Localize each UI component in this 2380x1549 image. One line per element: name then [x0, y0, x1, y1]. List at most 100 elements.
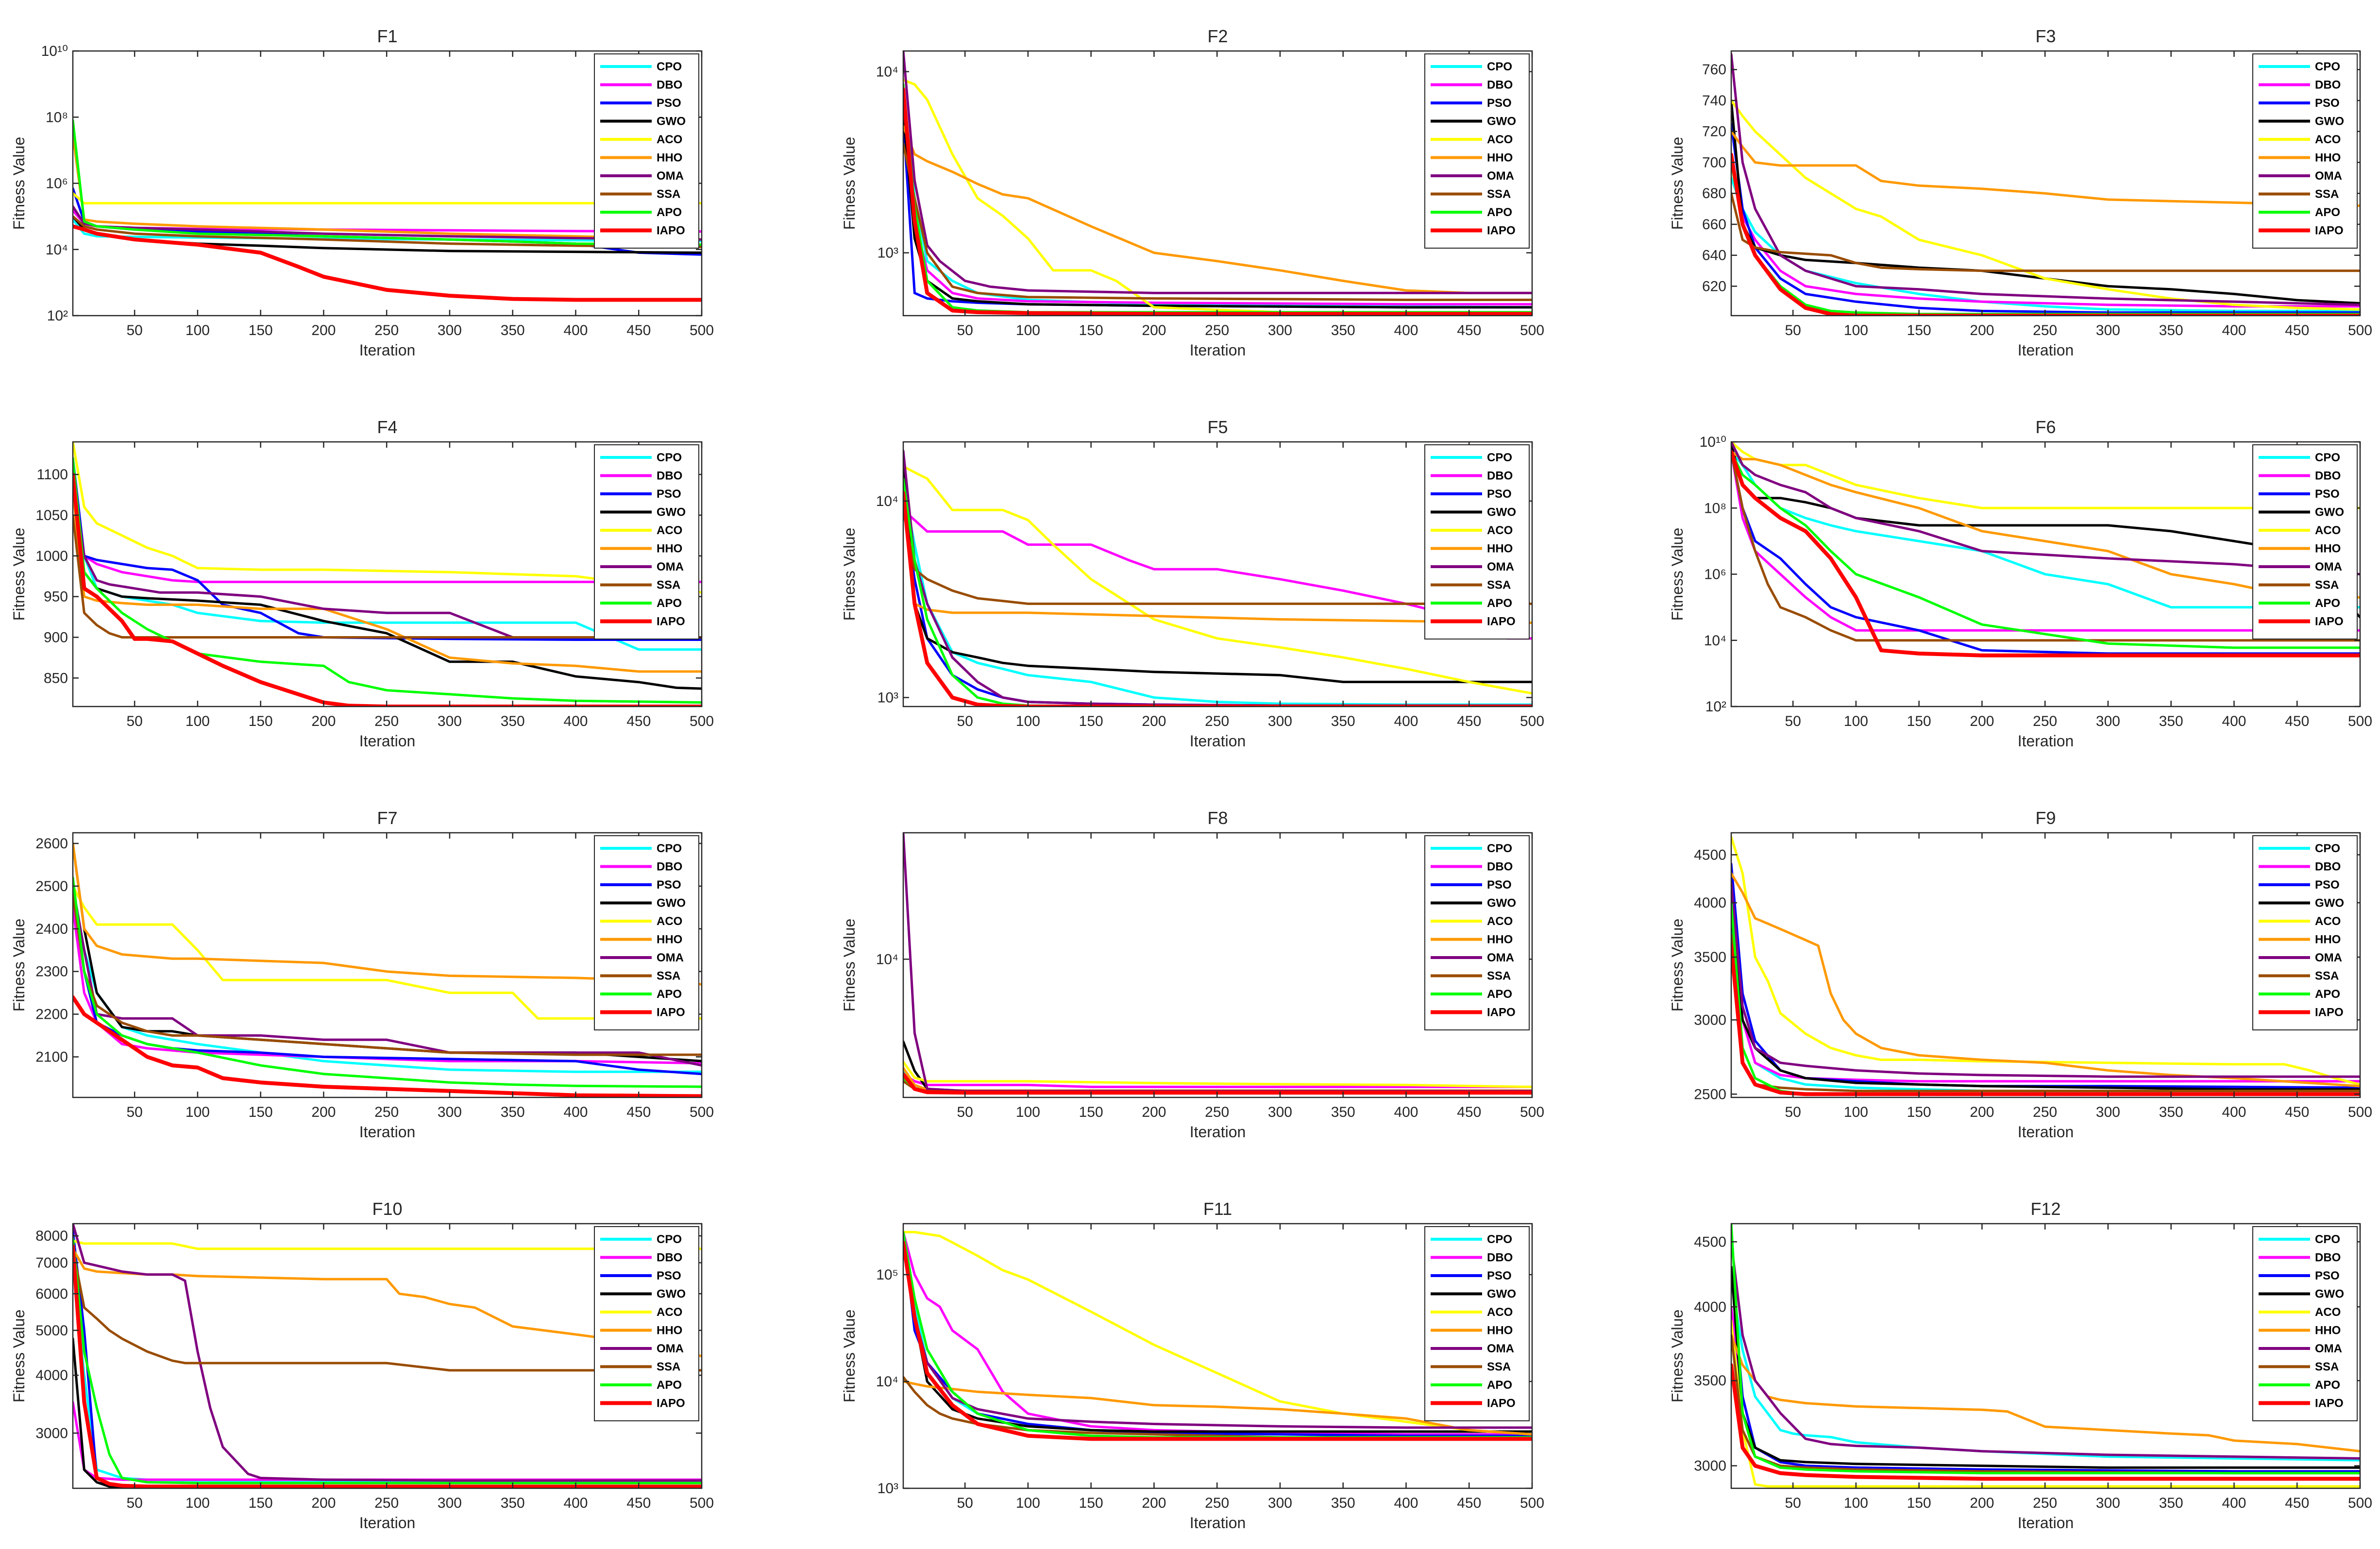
- legend-label-ssa: SSA: [1487, 579, 1511, 592]
- legend-label-gwo: GWO: [2315, 115, 2344, 128]
- y-tick-label: 2400: [35, 921, 68, 937]
- y-tick-label: 850: [44, 670, 68, 686]
- series-line-oma: [73, 473, 702, 639]
- y-tick-label: 640: [1702, 248, 1726, 264]
- legend-label-ssa: SSA: [657, 1361, 680, 1374]
- y-tick-label: 5000: [35, 1323, 68, 1339]
- x-axis-label: Iteration: [359, 732, 416, 750]
- x-tick-label: 400: [2222, 1104, 2246, 1120]
- x-axis-label: Iteration: [359, 1514, 416, 1532]
- legend-label-pso: PSO: [2315, 878, 2340, 892]
- y-tick-label: 660: [1702, 217, 1726, 233]
- legend-label-iapo: IAPO: [2315, 1397, 2344, 1410]
- x-tick-label: 350: [1331, 322, 1355, 338]
- y-tick-label: 10¹⁰: [41, 43, 68, 59]
- y-tick-label: 2100: [35, 1049, 68, 1065]
- x-tick-label: 200: [1142, 1104, 1166, 1120]
- x-tick-label: 150: [1907, 713, 1931, 729]
- legend-label-cpo: CPO: [1487, 1233, 1512, 1246]
- legend-label-hho: HHO: [2315, 152, 2341, 165]
- chart-title: F3: [2035, 26, 2056, 46]
- y-tick-label: 4000: [35, 1367, 68, 1383]
- legend-label-apo: APO: [2315, 597, 2340, 610]
- x-tick-label: 400: [1394, 322, 1418, 338]
- y-tick-label: 3000: [35, 1425, 68, 1441]
- x-tick-label: 450: [2285, 1495, 2309, 1511]
- x-tick-label: 50: [1785, 1495, 1801, 1511]
- legend-label-gwo: GWO: [2315, 1288, 2344, 1301]
- legend-label-pso: PSO: [2315, 1269, 2340, 1282]
- y-tick-label: 2500: [1694, 1086, 1726, 1102]
- legend-label-ssa: SSA: [2315, 970, 2339, 983]
- legend-label-gwo: GWO: [657, 897, 686, 910]
- x-tick-label: 200: [1970, 1104, 1994, 1120]
- legend-label-gwo: GWO: [1487, 1288, 1516, 1301]
- x-tick-label: 200: [1970, 713, 1994, 729]
- x-tick-label: 400: [1394, 1495, 1418, 1511]
- x-tick-label: 400: [2222, 322, 2246, 338]
- series-line-pso: [1731, 1265, 2360, 1473]
- legend-label-dbo: DBO: [1487, 79, 1513, 92]
- legend-label-apo: APO: [1487, 988, 1512, 1001]
- x-axis-label: Iteration: [359, 341, 416, 359]
- legend-label-iapo: IAPO: [2315, 1006, 2344, 1019]
- y-tick-label: 4000: [1694, 895, 1726, 911]
- x-tick-label: 300: [1268, 322, 1292, 338]
- legend-label-hho: HHO: [2315, 933, 2341, 946]
- x-tick-label: 300: [2096, 1104, 2120, 1120]
- legend-label-oma: OMA: [657, 951, 684, 964]
- series-line-aco: [73, 442, 702, 594]
- y-tick-label: 700: [1702, 154, 1726, 170]
- x-axis-label: Iteration: [2018, 1514, 2074, 1532]
- x-tick-label: 300: [2096, 1495, 2120, 1511]
- legend-box: [1424, 1226, 1530, 1421]
- legend-label-hho: HHO: [1487, 542, 1513, 556]
- y-axis-label: Fitness Value: [1669, 528, 1686, 621]
- x-tick-label: 300: [438, 1104, 462, 1120]
- x-tick-label: 250: [2033, 322, 2057, 338]
- series-line-pso: [1731, 862, 2360, 1089]
- x-tick-label: 50: [1785, 713, 1801, 729]
- series-line-cpo: [1731, 1279, 2360, 1462]
- x-tick-label: 450: [1457, 322, 1481, 338]
- x-tick-label: 400: [1394, 713, 1418, 729]
- legend: CPO DBO PSO GWO ACO HHO OMA SSA APO IAPO: [594, 835, 699, 1030]
- x-tick-label: 200: [311, 1495, 336, 1511]
- legend: CPO DBO PSO GWO ACO HHO OMA SSA APO IAPO: [594, 53, 699, 249]
- legend-label-apo: APO: [657, 1379, 682, 1392]
- y-tick-label: 10⁶: [46, 176, 68, 192]
- legend: CPO DBO PSO GWO ACO HHO OMA SSA APO IAPO: [594, 444, 699, 640]
- legend-label-cpo: CPO: [2315, 451, 2340, 464]
- series-line-oma: [73, 205, 702, 241]
- legend-label-ssa: SSA: [657, 970, 680, 983]
- x-tick-label: 50: [126, 713, 142, 729]
- legend-label-oma: OMA: [2315, 1342, 2342, 1355]
- legend-box: [2252, 444, 2358, 640]
- legend-label-apo: APO: [1487, 1379, 1512, 1392]
- legend-label-dbo: DBO: [1487, 1251, 1513, 1264]
- series-line-iapo: [1731, 450, 2360, 657]
- y-tick-label: 10³: [878, 245, 898, 261]
- y-tick-label: 10¹⁰: [1700, 434, 1726, 450]
- series-line-gwo: [1731, 444, 2360, 619]
- chart-title: F6: [2035, 417, 2056, 437]
- y-tick-label: 7000: [35, 1255, 68, 1271]
- legend-label-cpo: CPO: [657, 60, 682, 73]
- y-tick-label: 10³: [878, 690, 898, 706]
- y-tick-label: 2300: [35, 964, 68, 980]
- legend-label-gwo: GWO: [2315, 506, 2344, 519]
- series-line-hho: [1731, 130, 2360, 207]
- series-line-gwo: [73, 473, 702, 690]
- x-tick-label: 100: [1016, 1495, 1040, 1511]
- series-line-oma: [1731, 52, 2360, 306]
- x-tick-label: 150: [1907, 1495, 1931, 1511]
- legend-label-gwo: GWO: [1487, 506, 1516, 519]
- axes-frame: [72, 832, 703, 1098]
- x-tick-label: 500: [2348, 713, 2372, 729]
- y-tick-label: 10⁴: [876, 951, 898, 967]
- legend-label-oma: OMA: [657, 1342, 684, 1355]
- chart-title: F9: [2035, 808, 2056, 828]
- x-tick-label: 450: [1457, 1495, 1481, 1511]
- series-line-hho: [73, 842, 702, 986]
